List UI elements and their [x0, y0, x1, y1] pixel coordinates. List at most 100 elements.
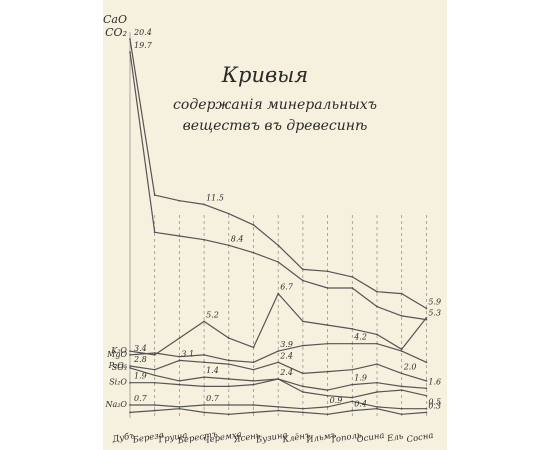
- point-Na2O-6: [252, 404, 255, 406]
- series-label-CO2: CO₂: [105, 26, 127, 39]
- x-tick-label-11: Осина: [356, 431, 385, 446]
- data-label-MgO-10: 4.2: [353, 333, 367, 342]
- point-K2O-8: [302, 320, 304, 323]
- series-line-CO2: [129, 52, 427, 321]
- point-MgO-2: [153, 352, 156, 354]
- point-MgO-13: [425, 361, 428, 364]
- data-label-CaO-4: 11.5: [206, 193, 224, 202]
- point-SiO2-12: [400, 389, 403, 392]
- point-CO2-5: [227, 244, 230, 247]
- point-CO2-4: [203, 238, 206, 241]
- point-P2O5-2: [153, 368, 156, 371]
- point-SiO2-2: [153, 381, 156, 384]
- point-MgO-3: [178, 355, 181, 358]
- point-CO2-12: [400, 314, 403, 317]
- point-SiO2-7: [277, 378, 280, 380]
- point-CaO-8: [302, 268, 304, 271]
- point-Fe2O3-5: [227, 413, 230, 416]
- data-label-Fe2O3-13: 0.3: [428, 401, 441, 410]
- point-Fe2O3-13: [425, 411, 428, 414]
- point-CO2-10: [351, 287, 354, 289]
- point-CaO-4: [203, 203, 206, 206]
- point-SO3-12: [400, 385, 403, 388]
- point-SO3-4: [203, 376, 206, 379]
- point-CaO-11: [376, 290, 378, 293]
- point-SiO2-11: [376, 391, 378, 393]
- data-label-Na2O-13: 0.5: [428, 398, 441, 407]
- point-CaO-12: [400, 292, 403, 295]
- x-tick-label-12: Ель: [385, 432, 404, 445]
- point-MgO-6: [252, 361, 255, 364]
- point-Fe2O3-3: [178, 407, 181, 410]
- point-P2O5-13: [425, 379, 428, 382]
- data-label-Na2O-4: 0.7: [206, 394, 220, 403]
- point-Na2O-8: [302, 407, 304, 410]
- point-K2O-6: [252, 346, 255, 349]
- point-SiO2-1: [129, 381, 131, 384]
- point-P2O5-6: [252, 368, 255, 371]
- data-label-CO2-13: 5.3: [428, 309, 441, 318]
- point-P2O5-9: [326, 370, 329, 373]
- data-label-CO2-1: 19.7: [134, 41, 153, 50]
- point-SO3-1: [129, 366, 131, 369]
- point-MgO-11: [376, 342, 378, 345]
- series-label-K2O: K₂O: [110, 346, 127, 355]
- data-label-CaO-1: 20.4: [133, 28, 152, 37]
- point-Na2O-12: [400, 407, 403, 410]
- point-K2O-10: [351, 327, 354, 330]
- point-CO2-8: [302, 279, 304, 282]
- point-CaO-3: [178, 199, 181, 202]
- data-label-P2O5-12: 2.0: [403, 362, 417, 371]
- x-tick-label-13: Сосна: [406, 431, 434, 446]
- point-P2O5-5: [227, 363, 230, 366]
- point-P2O5-8: [302, 372, 304, 375]
- data-label-CaO-13: 5.9: [428, 297, 441, 306]
- point-Fe2O3-9: [326, 413, 329, 416]
- data-label-K2O-4: 5.2: [206, 310, 219, 319]
- point-SiO2-8: [302, 391, 304, 393]
- point-CaO-10: [351, 275, 354, 278]
- data-label-P2O5-1: 2.8: [133, 355, 147, 364]
- point-Na2O-9: [326, 405, 329, 408]
- point-CaO-13: [425, 307, 428, 310]
- point-K2O-7: [277, 292, 280, 295]
- point-MgO-12: [400, 350, 403, 353]
- point-SiO2-10: [351, 396, 354, 399]
- point-CO2-2: [153, 231, 156, 234]
- point-SO3-3: [178, 379, 181, 382]
- series-line-SiO2: [130, 378, 427, 399]
- point-CaO-7: [277, 244, 280, 247]
- data-label-Fe2O3-10: 0.4: [354, 400, 367, 409]
- point-Fe2O3-8: [302, 411, 304, 414]
- point-CO2-6: [252, 251, 255, 254]
- point-P2O5-10: [351, 368, 354, 371]
- point-MgO-1: [129, 353, 131, 356]
- point-CO2-7: [277, 261, 280, 263]
- point-Fe2O3-12: [400, 413, 403, 416]
- point-K2O-5: [227, 337, 230, 340]
- data-label-MgO-1: 3.4: [134, 344, 147, 353]
- chart-title-line-1: Кривыя: [221, 63, 308, 87]
- data-label-Na2O-9: 0.9: [330, 396, 343, 405]
- point-MgO-8: [302, 344, 304, 347]
- point-SiO2-4: [203, 385, 206, 388]
- point-CaO-9: [326, 270, 329, 273]
- point-SO3-13: [425, 387, 428, 390]
- data-label-SiO2-1: 1.9: [134, 372, 147, 381]
- point-Na2O-7: [277, 405, 280, 408]
- point-P2O5-11: [376, 363, 378, 366]
- point-SO3-10: [351, 383, 354, 386]
- point-Fe2O3-10: [351, 409, 354, 412]
- data-label-K2O-7: 6.7: [280, 283, 294, 292]
- point-K2O-1: [129, 350, 131, 353]
- chart-title-line-3: веществъ въ древесинѣ: [183, 118, 368, 134]
- data-label-P2O5-3: 3.1: [181, 349, 194, 358]
- point-CO2-1: [129, 51, 131, 54]
- paper-sheet: [103, 0, 447, 450]
- point-Fe2O3-1: [129, 411, 131, 414]
- point-SO3-5: [227, 378, 230, 380]
- chart-title-line-2: содержанія минеральныхъ: [173, 97, 377, 113]
- point-CaO-1: [129, 38, 131, 41]
